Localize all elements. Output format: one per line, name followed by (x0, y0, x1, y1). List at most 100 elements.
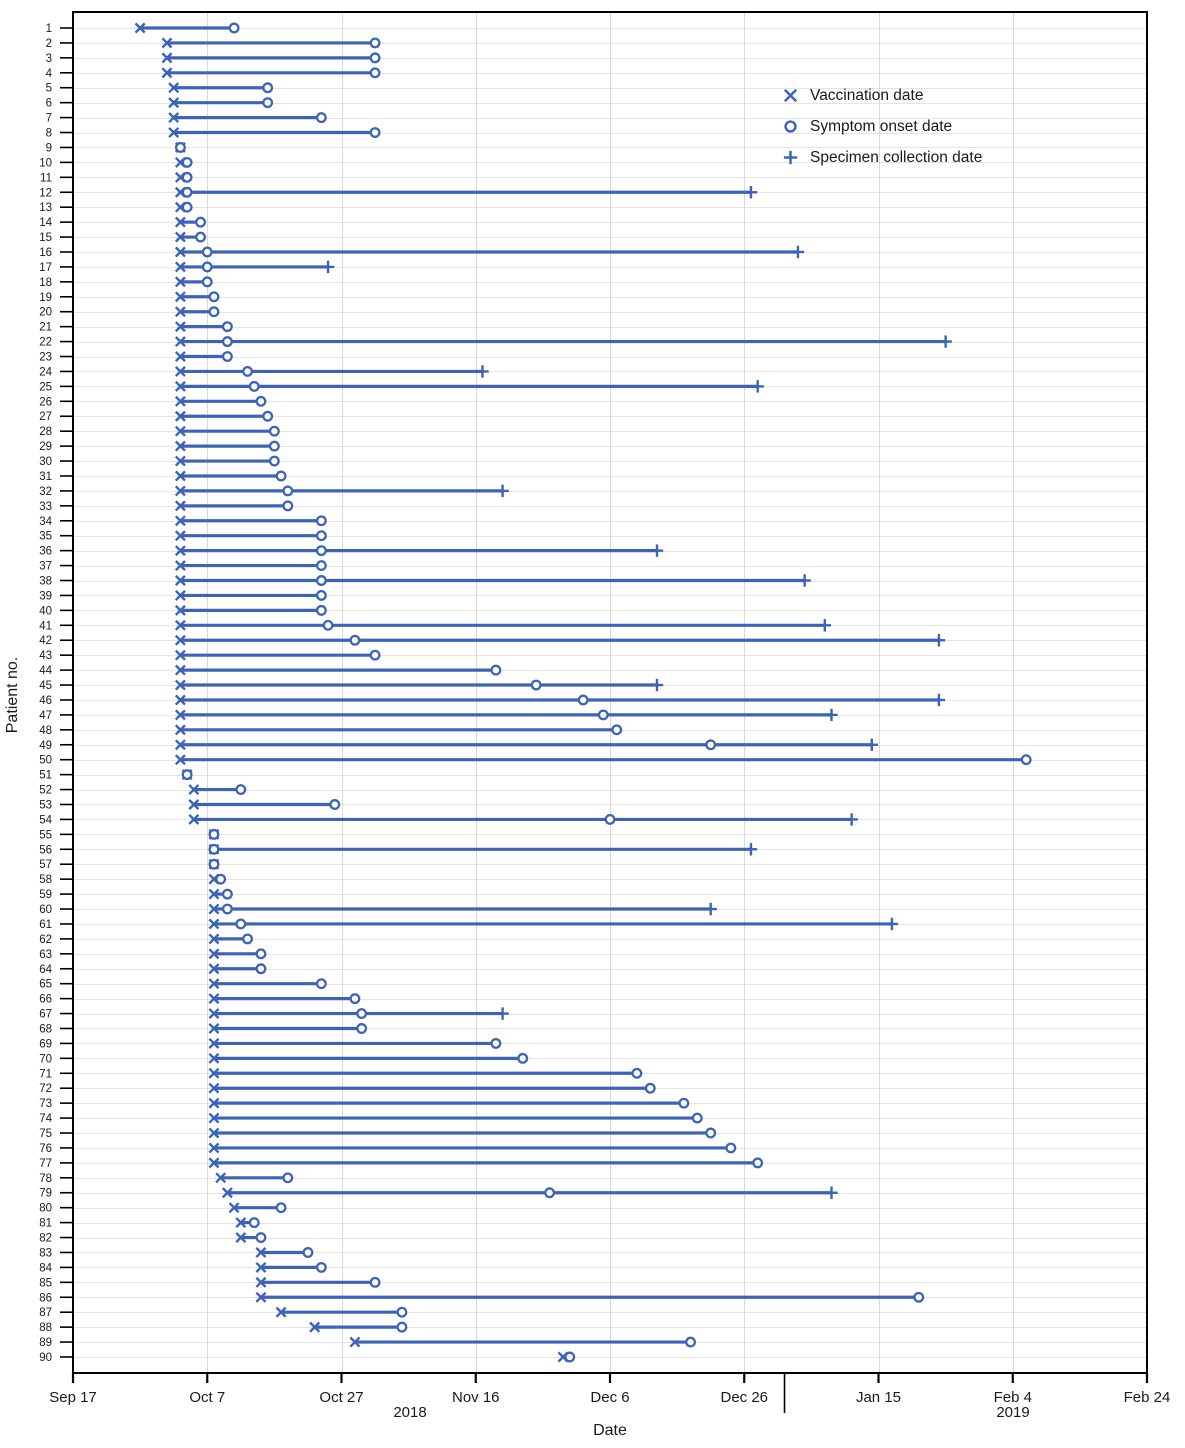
symptom-onset-marker (322, 619, 334, 631)
x-axis-title: Date (593, 1422, 627, 1439)
x-tick-label: Dec 6 (590, 1389, 629, 1406)
vaccination-marker (174, 470, 186, 482)
patient-number-label: 48 (39, 725, 52, 737)
patient-number-label: 13 (39, 202, 52, 214)
plus-marker-icon (781, 148, 800, 167)
symptom-onset-marker (208, 843, 220, 855)
specimen-collection-marker (791, 245, 805, 259)
vaccination-marker (349, 1336, 361, 1348)
specimen-collection-marker (744, 186, 758, 199)
patient-number-label: 88 (39, 1322, 52, 1334)
patient-number-label: 68 (39, 1023, 52, 1035)
vaccination-marker (174, 440, 186, 452)
patient-row-83 (255, 1247, 314, 1258)
patient-number-label: 4 (46, 68, 53, 80)
vaccination-marker (255, 1247, 267, 1258)
patient-number-label: 47 (39, 710, 52, 722)
vaccination-marker (275, 1306, 287, 1318)
symptom-onset-marker (315, 112, 327, 124)
vaccination-marker (255, 1276, 267, 1288)
symptom-onset-marker (564, 1351, 576, 1363)
symptom-onset-marker (369, 52, 381, 64)
patient-number-label: 18 (39, 277, 52, 289)
symptom-onset-marker (282, 485, 294, 497)
vaccination-marker (174, 589, 186, 601)
symptom-onset-marker (490, 1037, 502, 1049)
patient-row-69 (208, 1037, 502, 1049)
patient-number-label: 35 (39, 531, 52, 543)
symptom-onset-marker (221, 888, 233, 900)
vaccination-marker (174, 216, 186, 228)
patient-row-74 (208, 1112, 703, 1124)
vaccination-marker (208, 1112, 220, 1124)
patient-number-label: 14 (39, 217, 52, 229)
patient-row-27 (174, 410, 274, 422)
symptom-onset-marker (201, 261, 213, 273)
patient-number-label: 6 (46, 98, 52, 110)
symptom-onset-marker (369, 127, 381, 138)
symptom-onset-marker (195, 231, 206, 243)
patient-number-label: 28 (39, 426, 52, 438)
patient-number-label: 57 (39, 859, 52, 871)
patient-row-24 (174, 365, 489, 378)
patient-number-label: 80 (39, 1203, 52, 1215)
patient-row-55 (208, 828, 220, 840)
vaccination-marker (208, 1067, 220, 1079)
patient-number-label: 52 (39, 785, 52, 797)
symptom-onset-marker (349, 634, 361, 646)
symptom-onset-marker (490, 664, 502, 676)
vaccination-marker (174, 664, 186, 676)
legend-item-label: Specimen collection date (810, 148, 983, 166)
patient-number-label: 79 (39, 1188, 52, 1200)
symptom-onset-marker (302, 1247, 314, 1258)
vaccination-marker (134, 22, 146, 34)
symptom-onset-marker (262, 82, 274, 94)
vaccination-marker (228, 1202, 240, 1214)
patient-number-label: 17 (39, 262, 52, 274)
patient-row-19 (174, 291, 220, 303)
patient-row-61 (208, 917, 899, 931)
symptom-onset-marker (262, 410, 274, 422)
patient-number-label: 20 (39, 307, 52, 319)
patient-number-label: 43 (39, 650, 52, 662)
vaccination-marker (174, 515, 186, 527)
symptom-onset-marker (349, 993, 361, 1005)
legend-item-symptom-onset: Symptom onset date (781, 115, 982, 138)
patient-number-label: 54 (39, 814, 52, 826)
patient-row-1 (134, 22, 240, 34)
patient-number-label: 16 (39, 247, 52, 259)
patient-row-3 (161, 52, 381, 64)
patient-row-13 (174, 201, 193, 213)
symptom-onset-marker (315, 545, 327, 557)
patient-number-label: 33 (39, 501, 52, 513)
vaccination-marker (174, 395, 186, 407)
patient-number-label: 50 (39, 755, 52, 767)
symptom-onset-marker (174, 142, 186, 153)
year-label-2019: 2019 (996, 1404, 1030, 1421)
vaccination-marker (255, 1291, 267, 1303)
patient-row-21 (174, 321, 233, 333)
vaccination-marker (168, 112, 180, 124)
patient-row-51 (181, 769, 193, 781)
patient-number-label: 1 (46, 23, 52, 35)
specimen-collection-marker (932, 634, 946, 647)
symptom-onset-marker (181, 201, 193, 213)
vaccination-marker (208, 1023, 220, 1034)
patient-row-38 (174, 574, 811, 587)
patient-number-label: 38 (39, 576, 52, 588)
patient-number-label: 69 (39, 1038, 52, 1050)
vaccination-marker (208, 978, 220, 990)
patient-row-25 (174, 380, 764, 393)
patient-number-label: 75 (39, 1128, 52, 1140)
symptom-onset-marker (544, 1187, 556, 1199)
specimen-collection-marker (744, 843, 758, 856)
patient-number-label: 30 (39, 456, 52, 468)
patient-row-71 (208, 1067, 643, 1079)
vaccination-marker (255, 1261, 267, 1273)
x-marker-icon (781, 86, 800, 105)
symptom-onset-marker (221, 351, 233, 362)
patient-row-34 (174, 515, 327, 527)
symptom-onset-marker (315, 1261, 327, 1273)
specimen-collection-marker (825, 1186, 838, 1199)
vaccination-marker (174, 634, 186, 646)
